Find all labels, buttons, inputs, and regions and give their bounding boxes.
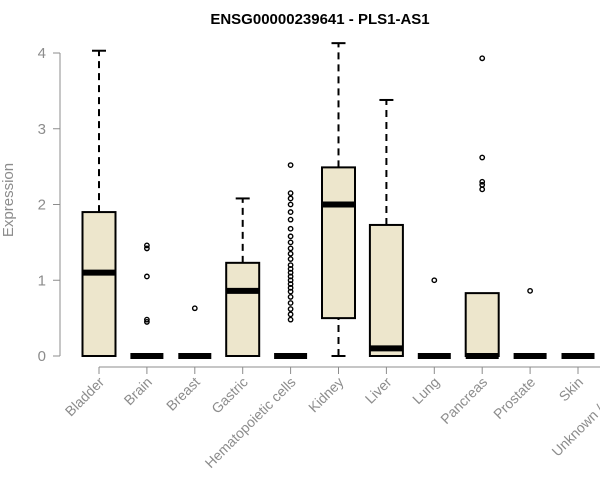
y-tick-label: 1 [38, 272, 46, 289]
box-group-1 [130, 242, 164, 359]
plot-area [81, 42, 595, 359]
y-tick-label: 0 [38, 348, 46, 365]
box-group-7 [417, 277, 451, 359]
box-group-3 [225, 197, 261, 358]
outlier-point [143, 245, 150, 252]
outlier-point [191, 305, 198, 312]
outlier-point [479, 181, 486, 188]
x-tick-label: Lung [409, 374, 442, 407]
box-group-9 [513, 287, 547, 359]
outlier-point [287, 162, 294, 169]
outlier-point [479, 154, 486, 161]
box-group-8 [464, 55, 500, 359]
x-tick-label: Skin [556, 374, 587, 405]
x-tick-label: Gastric [208, 374, 251, 417]
box [368, 223, 404, 357]
box-group-0 [81, 49, 117, 357]
outlier-point [287, 262, 294, 268]
outlier-point [287, 190, 294, 197]
outlier-point [143, 242, 150, 249]
outlier-point [479, 55, 486, 62]
x-tick-label: Hematopoietic cells [202, 374, 299, 471]
x-tick-label: Breast [163, 374, 203, 414]
outlier-point [287, 233, 294, 240]
outlier-point [143, 319, 150, 325]
y-tick-label: 4 [38, 45, 46, 62]
outlier-point [287, 239, 294, 246]
x-tick-label: Liver [362, 374, 395, 407]
outlier-point [287, 250, 294, 257]
outlier-point [287, 216, 294, 223]
box [81, 211, 117, 357]
outlier-point [431, 277, 438, 284]
box-group-2 [178, 305, 212, 359]
x-tick-label: Bladder [62, 374, 108, 420]
outlier-point [287, 225, 294, 232]
box [321, 166, 356, 320]
outlier-point [287, 201, 294, 208]
outlier-point [479, 178, 486, 185]
outlier-point [143, 273, 150, 280]
outlier-point [287, 209, 294, 215]
x-tick-label: Kidney [305, 374, 347, 416]
outlier-point [143, 316, 150, 323]
box [225, 261, 261, 358]
outlier-point [287, 256, 294, 262]
x-tick-label: Prostate [490, 374, 538, 422]
y-tick-label: 3 [38, 121, 46, 138]
y-tick-label: 2 [38, 197, 46, 214]
outlier-point [287, 306, 294, 312]
outlier-point [287, 294, 294, 300]
outlier-point [287, 300, 294, 306]
box-group-4 [274, 162, 308, 359]
outlier-point [287, 195, 294, 202]
chart-title: ENSG00000239641 - PLS1-AS1 [210, 11, 429, 28]
x-tick-label: Brain [121, 374, 155, 408]
outlier-point [287, 245, 294, 252]
outlier-point [527, 287, 533, 294]
y-axis: 0 1 2 3 4 [38, 45, 61, 365]
outlier-point [287, 316, 294, 323]
x-tick-label: Pancreas [437, 374, 490, 427]
box-group-6 [368, 98, 404, 357]
outlier-point [287, 311, 294, 318]
box [464, 292, 500, 358]
box-group-5 [321, 42, 356, 357]
y-axis-label: Expression [0, 163, 17, 237]
outlier-point [479, 186, 486, 193]
